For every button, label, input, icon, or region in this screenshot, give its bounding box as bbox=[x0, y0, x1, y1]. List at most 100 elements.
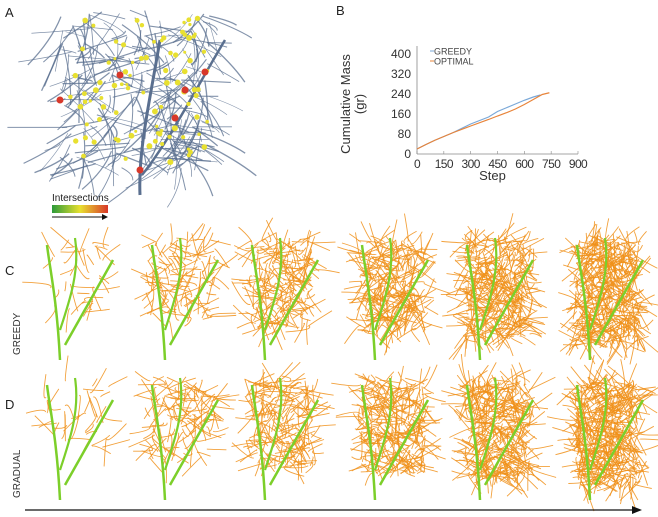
fiber bbox=[186, 251, 208, 258]
fiber bbox=[486, 268, 509, 272]
fiber bbox=[626, 470, 645, 476]
fiber bbox=[307, 396, 310, 409]
intersection-node bbox=[188, 149, 193, 155]
fiber bbox=[521, 423, 529, 435]
fiber bbox=[626, 383, 632, 395]
fiber bbox=[422, 254, 437, 266]
fiber bbox=[154, 404, 174, 411]
intersection-node bbox=[139, 22, 145, 28]
stem bbox=[58, 237, 78, 331]
fiber bbox=[579, 386, 587, 396]
fiber bbox=[495, 299, 509, 304]
fiber bbox=[482, 273, 508, 285]
intersection-node bbox=[128, 73, 132, 78]
fiber bbox=[389, 303, 394, 323]
fiber bbox=[603, 467, 608, 482]
fiber bbox=[618, 470, 638, 474]
fiber bbox=[503, 464, 511, 483]
fiber bbox=[183, 452, 193, 456]
fiber bbox=[374, 386, 393, 410]
fiber bbox=[349, 249, 372, 261]
fiber bbox=[294, 322, 306, 343]
fiber bbox=[442, 313, 469, 317]
fiber bbox=[607, 242, 627, 251]
intersection-node bbox=[186, 147, 191, 151]
branch bbox=[162, 119, 187, 157]
fiber bbox=[303, 261, 311, 281]
fiber bbox=[470, 418, 492, 434]
branch bbox=[176, 18, 197, 47]
fiber bbox=[423, 438, 442, 451]
plant-gradual-6 bbox=[546, 355, 658, 512]
fiber bbox=[377, 419, 383, 431]
fiber bbox=[512, 318, 527, 324]
fiber bbox=[576, 381, 586, 387]
branch bbox=[132, 45, 149, 50]
fiber bbox=[623, 473, 639, 501]
fiber bbox=[591, 394, 602, 401]
x-tick-label: 600 bbox=[515, 157, 534, 171]
stem bbox=[478, 377, 498, 471]
branch bbox=[206, 144, 257, 177]
fiber bbox=[349, 280, 363, 283]
fiber bbox=[193, 246, 203, 266]
branch bbox=[163, 107, 193, 109]
fiber bbox=[504, 272, 512, 290]
fiber bbox=[210, 239, 231, 246]
fiber bbox=[495, 333, 513, 349]
fiber bbox=[627, 289, 645, 296]
fiber bbox=[260, 286, 279, 295]
branch bbox=[137, 110, 190, 134]
fiber bbox=[612, 266, 624, 272]
fiber bbox=[552, 427, 580, 437]
branch bbox=[125, 166, 167, 189]
fiber bbox=[106, 423, 127, 441]
branch bbox=[207, 63, 240, 82]
fiber bbox=[503, 451, 527, 463]
intersection-node bbox=[82, 17, 88, 24]
fiber bbox=[166, 376, 178, 383]
fiber bbox=[308, 443, 323, 453]
intersection-node bbox=[143, 54, 150, 61]
fiber bbox=[285, 325, 311, 333]
branch bbox=[62, 45, 72, 106]
fiber bbox=[517, 446, 528, 450]
fiber bbox=[349, 259, 377, 268]
fiber bbox=[603, 450, 618, 467]
plant-gradual-3 bbox=[231, 361, 336, 501]
intersection-node bbox=[125, 85, 131, 91]
fiber bbox=[424, 393, 446, 403]
fiber bbox=[288, 241, 297, 268]
fiber bbox=[278, 440, 283, 462]
fiber bbox=[495, 380, 509, 398]
fiber bbox=[258, 262, 262, 279]
branch bbox=[128, 93, 134, 136]
fiber bbox=[614, 242, 635, 254]
fiber bbox=[616, 479, 620, 490]
fiber bbox=[290, 401, 304, 414]
plant-gradual-5 bbox=[441, 354, 557, 501]
fiber bbox=[473, 333, 477, 352]
fiber bbox=[598, 272, 602, 283]
fiber bbox=[380, 324, 402, 343]
branch bbox=[63, 108, 78, 123]
fiber bbox=[306, 288, 313, 299]
branch bbox=[103, 96, 136, 137]
fiber bbox=[637, 388, 653, 393]
fiber bbox=[488, 458, 498, 484]
branch bbox=[31, 28, 91, 34]
fiber bbox=[289, 381, 299, 389]
branch bbox=[131, 74, 143, 107]
fiber bbox=[197, 379, 203, 393]
fiber bbox=[91, 434, 111, 446]
fiber bbox=[158, 261, 173, 266]
fiber bbox=[167, 393, 188, 403]
fiber bbox=[505, 253, 514, 259]
y-axis-label: (gr) bbox=[352, 94, 367, 114]
fiber bbox=[274, 261, 291, 266]
fiber bbox=[519, 243, 523, 264]
fiber bbox=[362, 280, 374, 300]
fiber bbox=[404, 213, 409, 242]
fiber bbox=[254, 460, 260, 477]
fiber bbox=[421, 324, 433, 328]
